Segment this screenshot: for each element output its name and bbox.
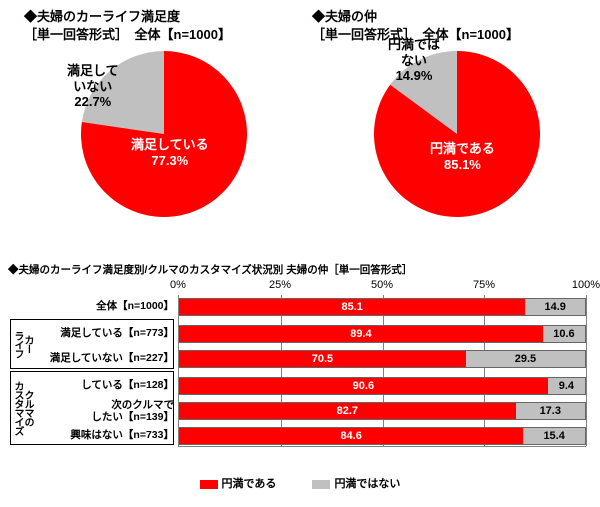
pie-wrap-1: 円満では ない 14.9%円満である 85.1% — [372, 49, 542, 219]
x-tick: 25% — [269, 279, 291, 291]
gridline — [383, 295, 384, 446]
legend-label: 円満である — [222, 478, 277, 490]
gridline — [484, 295, 485, 446]
x-tick: 75% — [473, 279, 495, 291]
bar-segment: 9.4 — [548, 377, 586, 395]
bar-plot-area: 85.114.989.410.670.529.590.69.482.717.38… — [178, 295, 586, 447]
bar-chart-title: ◆夫婦のカーライフ満足度別/クルマのカスタマイズ状況別 夫婦の仲［単一回答形式］ — [8, 262, 592, 277]
bar-segment: 85.1 — [179, 298, 525, 316]
bar-legend: 円満である 円満ではない — [8, 475, 592, 491]
bar-segment: 10.6 — [543, 325, 586, 343]
pie-slice-label: 円満では ない 14.9% — [388, 37, 440, 84]
bar-segment: 70.5 — [179, 350, 466, 368]
bar-chart: 0%25%50%75%100% 85.114.989.410.670.529.5… — [8, 279, 592, 469]
legend-item: 円満である — [200, 475, 277, 491]
pie-wrap-0: 満足して いない 22.7%満足している 77.3% — [79, 49, 249, 219]
x-axis-labels: 0%25%50%75%100% — [178, 279, 586, 293]
bar-row: 85.114.9 — [179, 298, 586, 316]
group-box — [10, 319, 174, 369]
x-tick: 0% — [170, 279, 186, 291]
bar-row: 89.410.6 — [179, 325, 586, 343]
bar-segment: 14.9 — [525, 298, 586, 316]
pie-slice-label: 満足している 77.3% — [131, 137, 209, 168]
bar-segment: 84.6 — [179, 427, 523, 445]
bar-row-label: 全体【n=1000】 — [46, 301, 174, 313]
x-tick: 100% — [572, 279, 600, 291]
pie-block-1: ◆夫婦の仲 ［単一回答形式］ 全体【n=1000】円満では ない 14.9%円満… — [312, 8, 542, 219]
legend-item: 円満ではない — [312, 475, 400, 491]
bar-segment: 17.3 — [516, 402, 586, 420]
legend-label: 円満ではない — [334, 478, 400, 490]
bar-segment: 90.6 — [179, 377, 548, 395]
bar-segment: 29.5 — [466, 350, 586, 368]
bar-row: 90.69.4 — [179, 377, 586, 395]
gridline — [281, 295, 282, 446]
bar-segment: 15.4 — [523, 427, 586, 445]
group-box — [10, 371, 174, 445]
pie-slice-label: 円満である 85.1% — [430, 141, 495, 172]
group-label: ライフカー — [12, 321, 32, 367]
bar-row: 82.717.3 — [179, 402, 586, 420]
bar-row: 70.529.5 — [179, 350, 586, 368]
gridline — [586, 295, 587, 446]
bar-segment: 89.4 — [179, 325, 543, 343]
pie-charts-section: ◆夫婦のカーライフ満足度 ［単一回答形式］ 全体【n=1000】満足して いない… — [0, 8, 600, 258]
bar-row: 84.615.4 — [179, 427, 586, 445]
legend-swatch — [200, 480, 218, 489]
legend-swatch — [312, 480, 330, 489]
group-label: カスタマイズクルマの — [12, 373, 32, 443]
x-tick: 50% — [371, 279, 393, 291]
pie-title-0: ◆夫婦のカーライフ満足度 ［単一回答形式］ 全体【n=1000】 — [24, 8, 249, 43]
pie-slice-label: 満足して いない 22.7% — [67, 63, 119, 110]
bar-segment: 82.7 — [179, 402, 516, 420]
pie-block-0: ◆夫婦のカーライフ満足度 ［単一回答形式］ 全体【n=1000】満足して いない… — [24, 8, 249, 219]
bar-chart-section: ◆夫婦のカーライフ満足度別/クルマのカスタマイズ状況別 夫婦の仲［単一回答形式］… — [8, 262, 592, 469]
